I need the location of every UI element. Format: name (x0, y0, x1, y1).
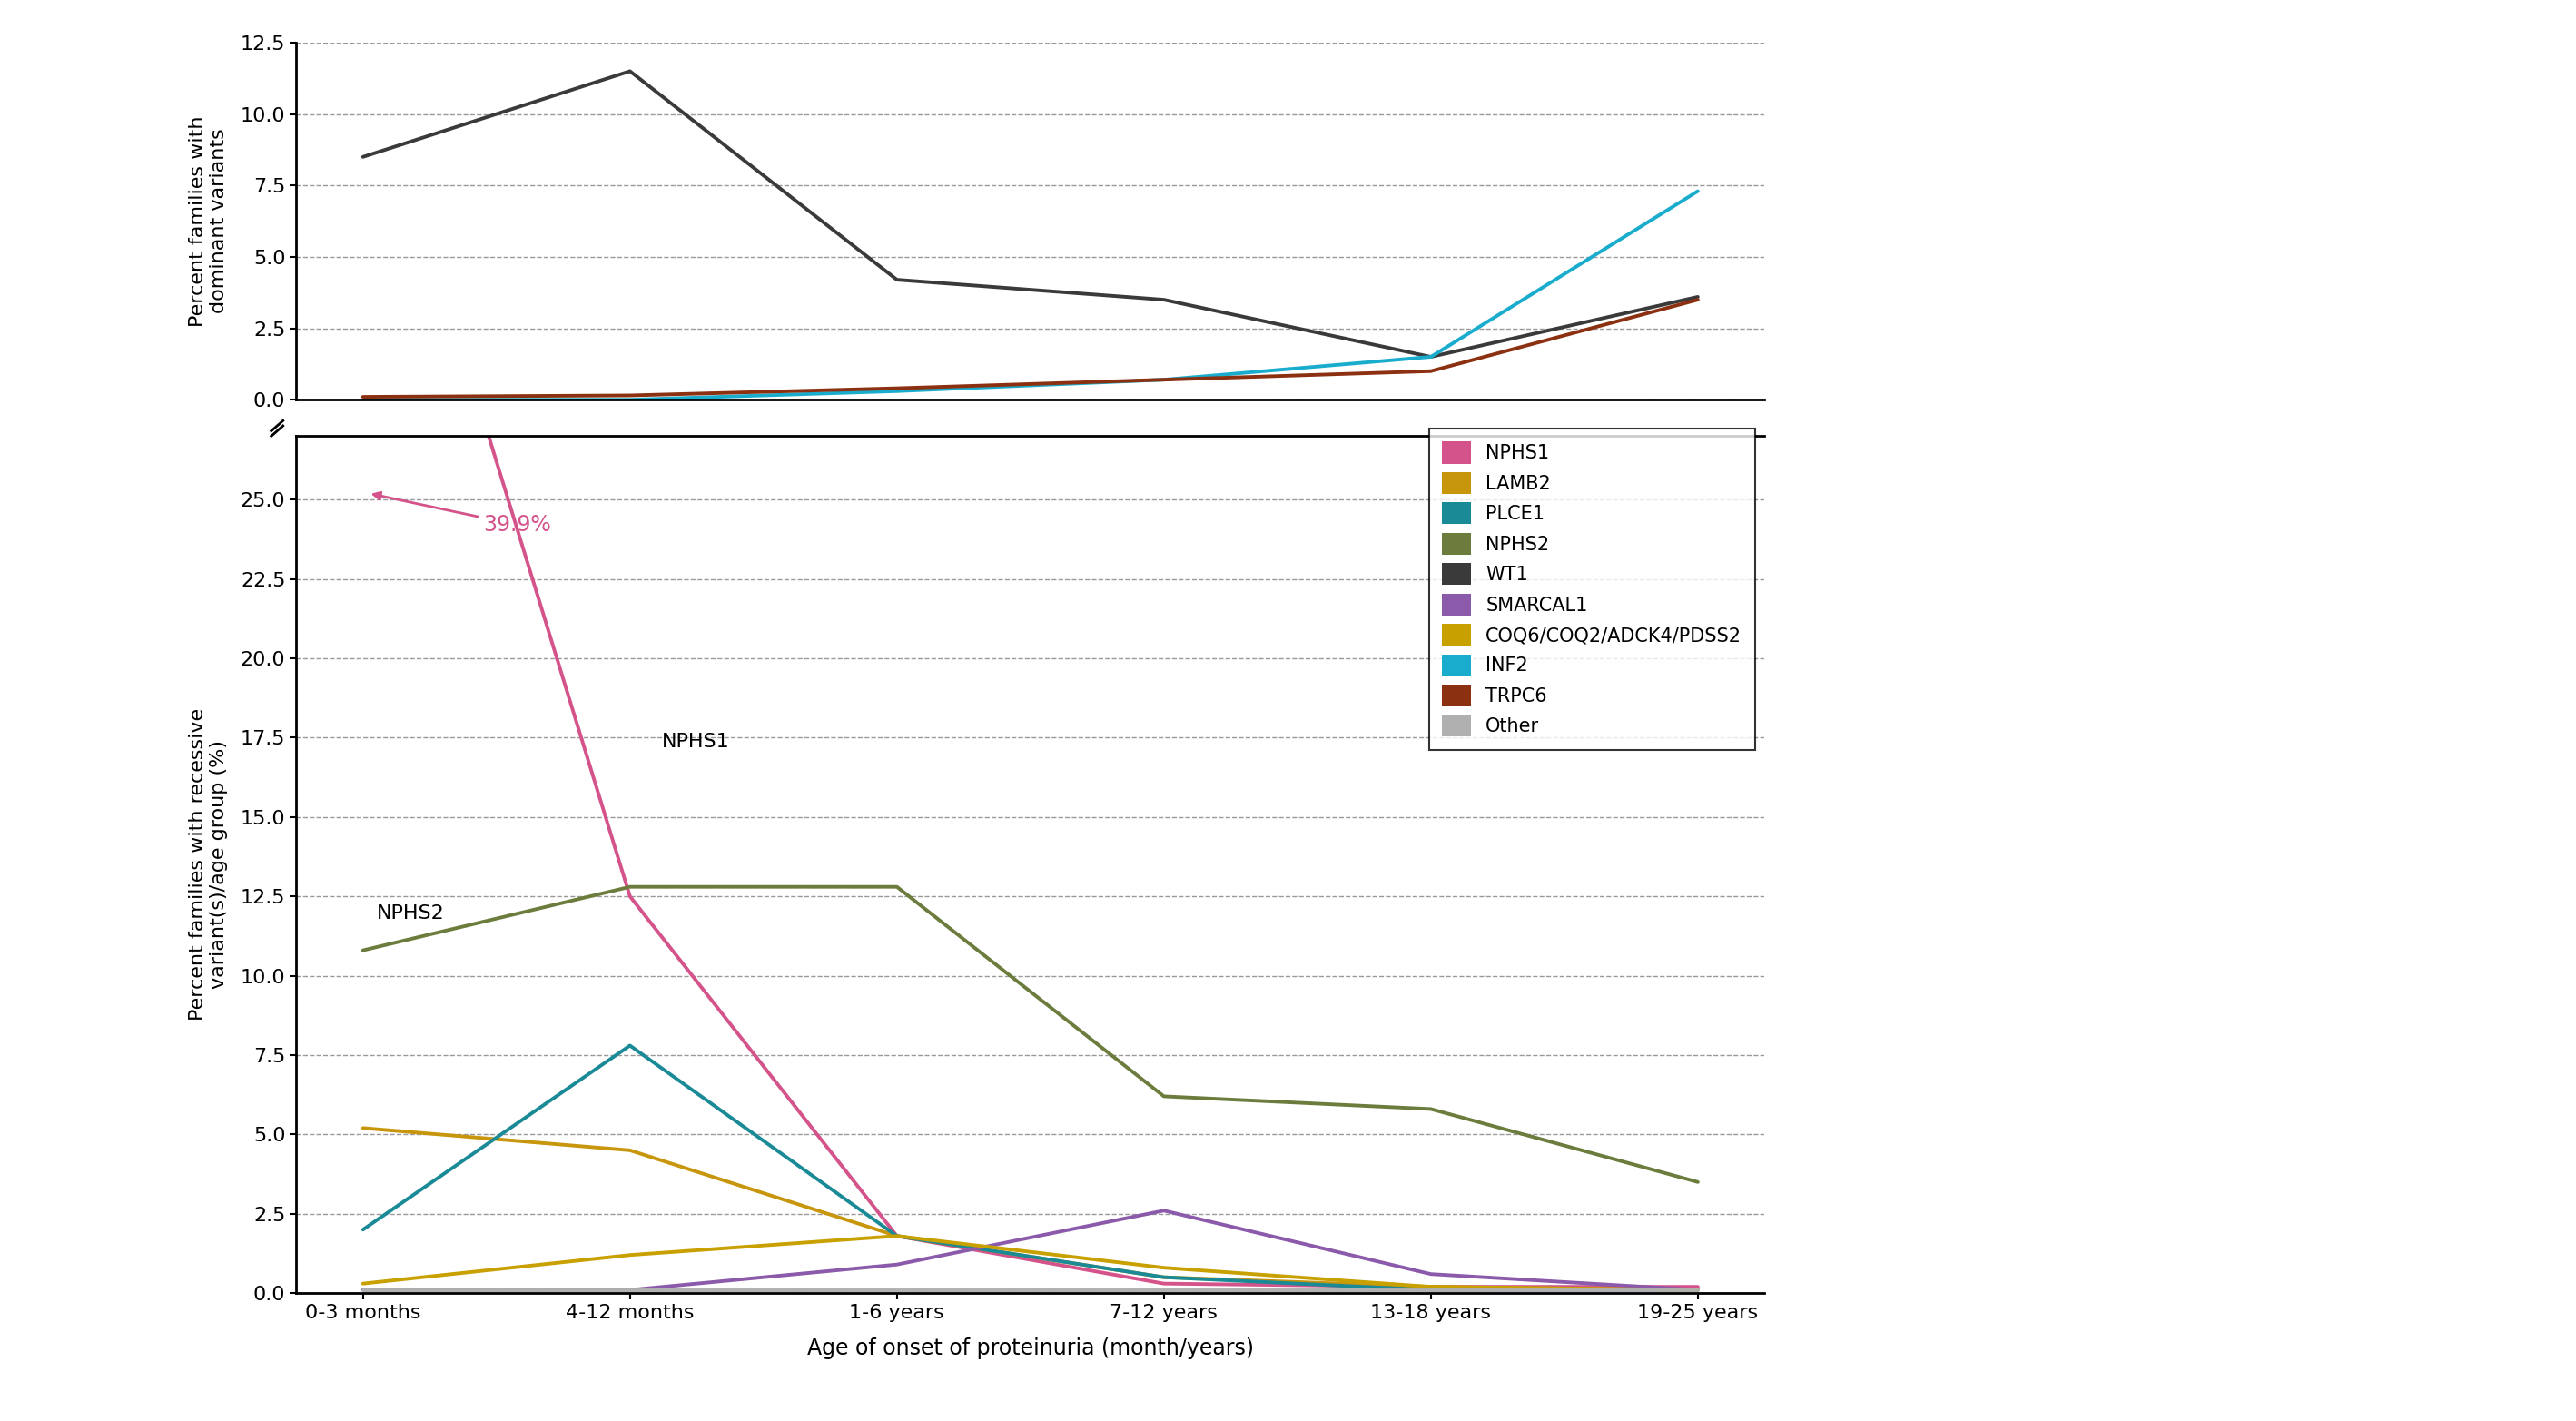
Text: 39.9%: 39.9% (374, 493, 551, 536)
Y-axis label: Percent families with
dominant variants: Percent families with dominant variants (188, 115, 227, 327)
X-axis label: Age of onset of proteinuria (month/years): Age of onset of proteinuria (month/years… (806, 1337, 1255, 1358)
Y-axis label: Percent families with recessive
variant(s)/age group (%): Percent families with recessive variant(… (188, 709, 227, 1020)
Text: NPHS2: NPHS2 (376, 904, 443, 922)
Legend: NPHS1, LAMB2, PLCE1, NPHS2, WT1, SMARCAL1, COQ6/COQ2/ADCK4/PDSS2, INF2, TRPC6, O: NPHS1, LAMB2, PLCE1, NPHS2, WT1, SMARCAL… (1430, 429, 1754, 750)
Text: NPHS1: NPHS1 (662, 733, 729, 750)
